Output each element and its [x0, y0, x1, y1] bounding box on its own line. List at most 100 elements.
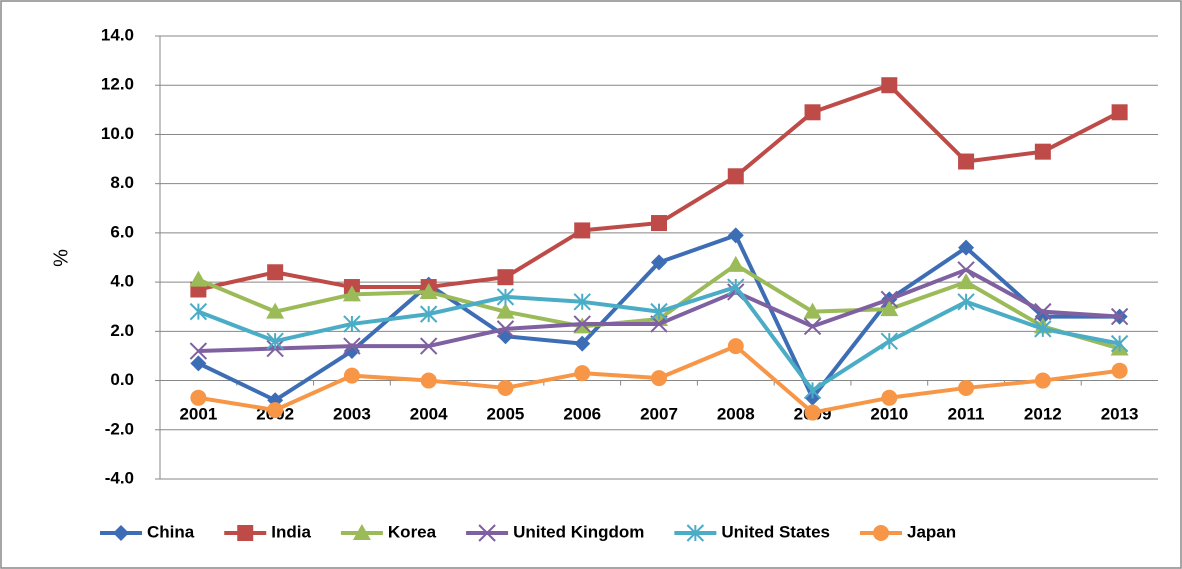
marker — [1111, 104, 1128, 121]
x-tick-label: 2004 — [410, 404, 448, 423]
marker — [957, 293, 975, 311]
marker — [881, 77, 898, 94]
marker — [727, 278, 745, 296]
marker — [419, 337, 438, 355]
marker — [1034, 302, 1052, 321]
marker — [573, 293, 591, 311]
legend-item: China — [100, 522, 195, 541]
marker — [881, 389, 898, 406]
marker — [1110, 334, 1129, 353]
marker — [651, 254, 667, 271]
marker — [958, 379, 975, 396]
marker — [497, 269, 514, 286]
y-tick-label: 4.0 — [110, 272, 134, 291]
marker — [189, 270, 208, 287]
marker — [419, 282, 438, 299]
marker — [1034, 143, 1051, 160]
marker — [342, 285, 361, 302]
legend-label: Korea — [388, 522, 437, 541]
y-tick-label: 0.0 — [110, 370, 134, 389]
legend-label: Japan — [907, 522, 956, 541]
marker — [873, 525, 889, 541]
marker — [727, 338, 744, 355]
marker — [267, 264, 284, 281]
marker — [343, 315, 361, 333]
marker — [574, 222, 591, 239]
legend-label: United States — [721, 522, 830, 541]
marker — [880, 290, 899, 309]
legend-item: United Kingdom — [466, 522, 644, 542]
marker — [1110, 307, 1129, 326]
legend-item: United States — [674, 522, 830, 542]
marker — [237, 525, 254, 541]
marker — [804, 104, 821, 121]
y-tick-label: 14.0 — [101, 25, 134, 44]
marker — [478, 524, 496, 542]
x-tick-label: 2001 — [179, 404, 217, 423]
marker — [189, 302, 208, 321]
x-tick-label: 2013 — [1101, 404, 1139, 423]
marker — [803, 381, 822, 400]
marker — [726, 255, 745, 272]
marker — [686, 524, 705, 542]
marker — [266, 302, 285, 319]
marker — [880, 332, 899, 350]
legend-item: India — [224, 522, 311, 541]
y-tick-label: 2.0 — [110, 321, 134, 340]
marker — [266, 332, 284, 350]
x-tick-label: 2010 — [870, 404, 908, 423]
marker — [343, 337, 361, 355]
marker — [957, 273, 976, 290]
marker — [650, 315, 668, 333]
marker — [190, 355, 207, 372]
marker — [573, 315, 591, 333]
legend-label: China — [147, 522, 195, 541]
x-tick-label: 2012 — [1024, 404, 1062, 423]
marker — [958, 153, 975, 170]
x-tick-label: 2008 — [717, 404, 755, 423]
marker — [880, 300, 899, 317]
marker — [496, 320, 515, 338]
marker — [651, 370, 667, 387]
marker — [574, 335, 591, 352]
marker — [189, 342, 208, 360]
marker — [113, 525, 129, 541]
marker — [727, 168, 744, 185]
marker — [727, 227, 744, 244]
marker — [343, 367, 360, 384]
marker — [419, 305, 438, 323]
x-tick-label: 2005 — [487, 404, 525, 423]
y-tick-label: 10.0 — [101, 124, 134, 143]
marker — [1034, 320, 1052, 338]
marker — [1111, 362, 1128, 379]
y-tick-label: -4.0 — [105, 468, 134, 487]
marker — [352, 524, 371, 540]
y-axis-label: % — [50, 249, 72, 267]
legend-item: Japan — [860, 522, 956, 541]
marker — [803, 317, 822, 336]
x-tick-label: 2003 — [333, 404, 371, 423]
marker — [420, 372, 437, 389]
legend-item: Korea — [340, 522, 437, 541]
marker — [958, 239, 975, 256]
marker — [267, 402, 284, 419]
marker — [574, 365, 591, 382]
legend-label: India — [271, 522, 311, 541]
y-tick-label: 8.0 — [110, 173, 134, 192]
marker — [190, 389, 207, 406]
y-tick-label: 12.0 — [101, 75, 134, 94]
x-tick-label: 2011 — [948, 404, 985, 423]
y-tick-label: -2.0 — [105, 419, 134, 438]
marker — [957, 261, 975, 279]
marker — [651, 215, 667, 232]
y-tick-label: 6.0 — [110, 222, 134, 241]
x-tick-label: 2007 — [640, 404, 678, 423]
marker — [497, 379, 514, 396]
marker — [804, 404, 821, 421]
marker — [496, 302, 515, 319]
legend-label: United Kingdom — [513, 522, 644, 541]
marker — [1034, 372, 1051, 389]
marker — [803, 302, 822, 319]
marker — [650, 302, 668, 321]
